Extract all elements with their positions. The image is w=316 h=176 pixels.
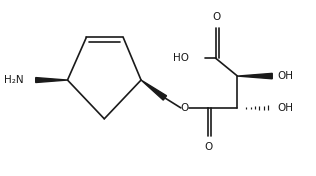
Text: HO: HO [173,53,189,63]
Text: H₂N: H₂N [4,75,24,85]
Text: O: O [181,103,189,113]
Text: O: O [204,142,213,152]
Text: O: O [212,12,221,22]
Polygon shape [141,80,167,100]
Polygon shape [36,78,68,83]
Text: OH: OH [277,103,293,113]
Text: OH: OH [277,71,293,81]
Polygon shape [237,73,272,79]
